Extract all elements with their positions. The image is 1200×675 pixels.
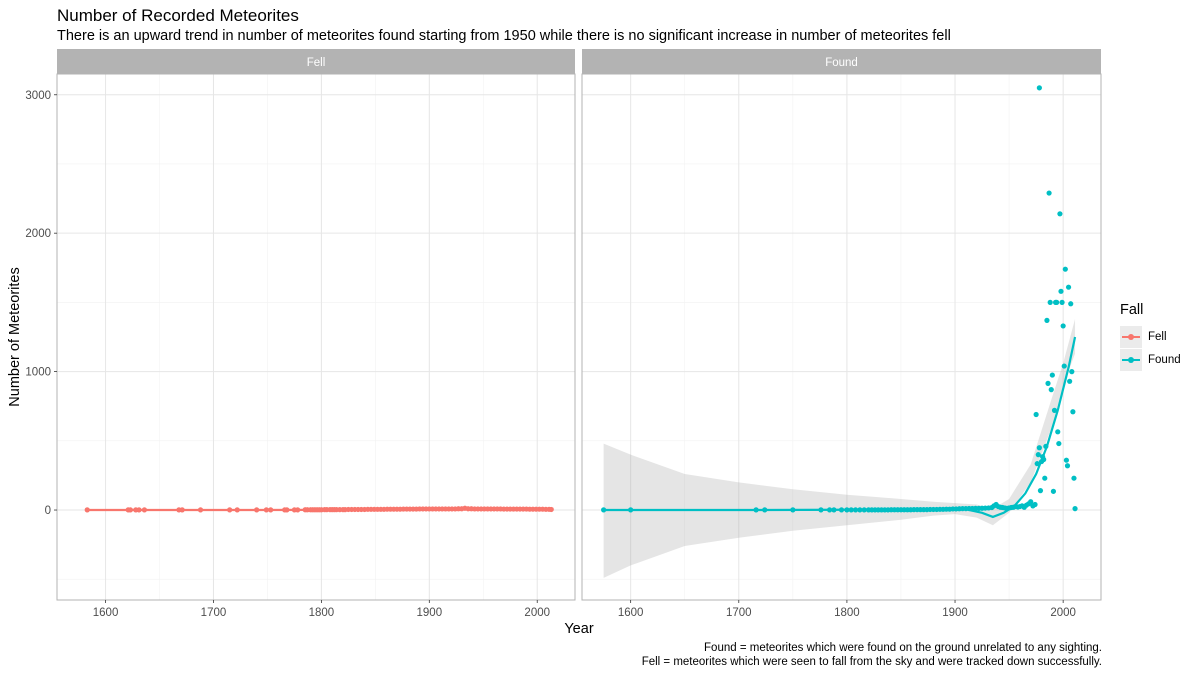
y-tick-label: 1000 — [25, 367, 51, 379]
data-point-found — [1067, 378, 1073, 384]
data-point-found — [1057, 211, 1063, 217]
legend-item-found: Found — [1120, 349, 1181, 371]
x-tick-label: 1700 — [201, 607, 227, 619]
facet-strip-found — [582, 49, 1101, 74]
data-point-found — [1065, 284, 1072, 290]
data-point-found — [1064, 463, 1071, 469]
x-tick-label: 1600 — [93, 607, 119, 619]
data-point-found — [1045, 380, 1051, 386]
legend-key-found — [1120, 349, 1142, 371]
x-tick-label: 1600 — [618, 607, 644, 619]
y-tick-label: 0 — [45, 505, 51, 517]
data-point-found — [1060, 323, 1066, 329]
data-point-found — [1047, 299, 1053, 305]
data-point-found — [1032, 501, 1038, 508]
data-point-found — [1055, 429, 1061, 435]
data-point-found — [1070, 409, 1076, 415]
x-tick-label: 2000 — [524, 607, 550, 619]
data-point-found — [1033, 411, 1039, 418]
legend: Fall Fell Found — [1120, 302, 1181, 372]
data-point-found — [1059, 299, 1065, 305]
chart-subtitle: There is an upward trend in number of me… — [57, 28, 951, 44]
facet-label-found: Found — [825, 57, 858, 69]
panel-border-found — [581, 73, 1102, 601]
data-point-found — [1068, 301, 1074, 307]
y-tick-label: 2000 — [25, 228, 51, 240]
legend-label-found: Found — [1148, 354, 1181, 366]
data-point-found — [1048, 387, 1054, 393]
x-tick-label: 1800 — [309, 607, 335, 619]
data-point-found — [1037, 488, 1044, 494]
legend-label-fell: Fell — [1148, 331, 1167, 343]
data-point-found — [1042, 475, 1048, 481]
chart-title: Number of Recorded Meteorites — [57, 6, 299, 25]
data-point-found — [1050, 488, 1057, 494]
data-point-found — [1054, 299, 1060, 305]
trend-line-found — [603, 336, 1077, 519]
data-point-found — [1035, 452, 1041, 458]
x-tick-label: 1800 — [834, 607, 860, 619]
data-point-found — [1061, 363, 1067, 369]
panel-border-fell — [56, 73, 576, 601]
data-point-found — [1046, 190, 1052, 196]
y-tick-label: 3000 — [25, 90, 51, 102]
caption-line-fell: Fell = meteorites which were seen to fal… — [641, 656, 1102, 668]
facet-label-fell: Fell — [307, 57, 326, 69]
confidence-band-found — [603, 319, 1076, 578]
legend-title: Fall — [1120, 302, 1144, 318]
data-point-found — [1062, 266, 1068, 272]
x-tick-label: 1900 — [942, 607, 968, 619]
data-point-found — [1036, 445, 1042, 451]
caption-line-found: Found = meteorites which were found on t… — [704, 642, 1102, 654]
data-point-found — [1028, 499, 1034, 505]
data-point-found — [1044, 317, 1050, 323]
trend-line-fell — [87, 508, 552, 512]
data-point-found — [1063, 457, 1069, 463]
facet-strip-fell — [57, 49, 575, 74]
data-point-found — [1071, 475, 1077, 481]
legend-key-fell — [1120, 326, 1142, 348]
data-point-found — [1058, 288, 1064, 294]
x-tick-label: 2000 — [1050, 607, 1076, 619]
x-tick-label: 1700 — [726, 607, 752, 619]
caption: Found = meteorites which were found on t… — [642, 641, 1102, 669]
data-point-found — [1049, 372, 1055, 378]
data-point-found — [1051, 407, 1058, 413]
x-axis-label: Year — [564, 621, 593, 637]
legend-item-fell: Fell — [1120, 326, 1181, 348]
data-point-found — [1069, 369, 1075, 375]
x-tick-label: 1900 — [417, 607, 443, 619]
y-axis-label: Number of Meteorites — [7, 267, 23, 406]
data-point-found — [1036, 85, 1042, 91]
data-point-found — [1056, 440, 1062, 447]
data-point-found — [1072, 506, 1078, 512]
